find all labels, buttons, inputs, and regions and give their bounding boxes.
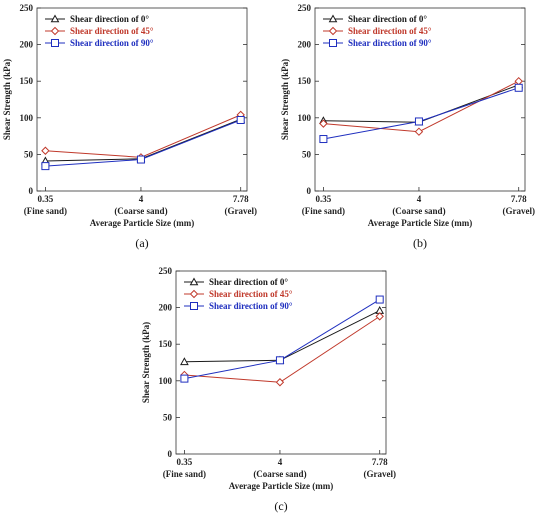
data-point-square: [275, 356, 284, 365]
y-tick-label: 200: [298, 40, 312, 50]
legend-marker-square: [51, 39, 59, 47]
x-tick-sublabel: (Coarse sand): [114, 206, 167, 216]
y-tick-label: 100: [159, 376, 173, 386]
data-point-square: [180, 374, 189, 383]
series-line-triangle: [45, 118, 241, 162]
x-axis-label: Average Particle Size (mm): [229, 481, 334, 491]
legend-marker-triangle: [328, 14, 338, 23]
x-tick-label: 0.35: [177, 457, 193, 467]
legend-label: Shear direction of 90°: [70, 38, 154, 48]
series-line-diamond: [184, 315, 380, 383]
legend-label: Shear direction of 90°: [348, 38, 432, 48]
legend-label: Shear direction of 45°: [70, 26, 154, 36]
x-tick-sublabel: (Gravel): [502, 206, 534, 216]
y-tick-label: 150: [159, 339, 173, 349]
data-point-diamond: [275, 378, 285, 387]
legend-marker-diamond: [328, 26, 338, 36]
plot-frame: [314, 7, 526, 192]
legend-marker-triangle: [50, 14, 60, 23]
legend-label: Shear direction of 0°: [70, 14, 149, 24]
data-point-square: [236, 115, 245, 124]
y-tick-label: 0: [307, 186, 312, 196]
x-tick-sublabel: (Gravel): [363, 469, 395, 479]
y-tick-label: 250: [20, 3, 34, 13]
data-point-square: [414, 117, 423, 126]
legend-label: Shear direction of 90°: [209, 301, 293, 311]
x-tick-sublabel: (Gravel): [224, 206, 256, 216]
y-tick-label: 250: [159, 266, 173, 276]
y-tick-label: 50: [24, 149, 34, 159]
panel-label: (a): [135, 236, 148, 250]
y-tick-label: 150: [298, 76, 312, 86]
chart-panel-1: 0 50 100 150 200 250 0.35 (Fine sand) 4 (Coarse s…: [2, 3, 257, 250]
plot-frame: [36, 7, 248, 192]
x-tick-sublabel: (Fine sand): [24, 206, 67, 216]
y-tick-label: 100: [20, 113, 34, 123]
y-tick-label: 150: [20, 76, 34, 86]
y-axis-label: Shear Strength (kPa): [280, 59, 290, 140]
data-point-triangle: [180, 357, 189, 366]
panel-label: (b): [413, 236, 427, 250]
y-tick-label: 250: [298, 3, 312, 13]
series-line-triangle: [323, 84, 519, 123]
y-tick-label: 200: [20, 40, 34, 50]
panel-label: (c): [274, 499, 287, 513]
y-tick-label: 0: [168, 449, 173, 459]
data-point-square: [514, 83, 523, 92]
series-line-square: [184, 299, 380, 380]
x-tick-label: 7.78: [233, 194, 249, 204]
x-tick-sublabel: (Coarse sand): [392, 206, 445, 216]
legend-marker-square: [190, 302, 198, 310]
x-tick-label: 7.78: [511, 194, 527, 204]
data-point-square: [375, 295, 384, 304]
data-point-diamond: [319, 119, 328, 128]
plot-frame: [175, 270, 387, 455]
x-tick-sublabel: (Fine sand): [302, 206, 345, 216]
data-point-square: [319, 135, 328, 144]
x-tick-label: 7.78: [372, 457, 388, 467]
legend-marker-diamond: [189, 289, 199, 299]
y-tick-label: 0: [29, 186, 34, 196]
x-tick-label: 4: [417, 194, 422, 204]
data-point-diamond: [414, 127, 424, 136]
x-tick-label: 0.35: [316, 194, 332, 204]
data-point-square: [136, 155, 145, 164]
x-tick-sublabel: (Fine sand): [163, 469, 206, 479]
legend-label: Shear direction of 45°: [209, 289, 293, 299]
x-axis-label: Average Particle Size (mm): [368, 218, 473, 228]
legend-marker-square: [329, 39, 337, 47]
legend-label: Shear direction of 0°: [209, 277, 288, 287]
y-axis-label: Shear Strength (kPa): [141, 322, 151, 403]
y-tick-label: 200: [159, 303, 173, 313]
legend-label: Shear direction of 0°: [348, 14, 427, 24]
x-tick-label: 4: [278, 457, 283, 467]
x-tick-label: 0.35: [38, 194, 54, 204]
data-point-diamond: [514, 76, 523, 86]
series-line-diamond: [45, 114, 241, 158]
data-point-diamond: [41, 146, 50, 155]
x-tick-sublabel: (Coarse sand): [253, 469, 306, 479]
y-tick-label: 100: [298, 113, 312, 123]
chart-panel-3: 0 50 100 150 200 250 0.35 (Fine sand) 4 (Coarse s…: [141, 266, 396, 513]
legend-marker-triangle: [189, 277, 199, 286]
legend-label: Shear direction of 45°: [348, 26, 432, 36]
y-tick-label: 50: [302, 149, 312, 159]
x-axis-label: Average Particle Size (mm): [90, 218, 195, 228]
y-tick-label: 50: [163, 412, 173, 422]
data-point-diamond: [375, 312, 384, 321]
x-tick-label: 4: [139, 194, 144, 204]
chart-panel-2: 0 50 100 150 200 250 0.35 (Fine sand) 4 (Coarse s…: [280, 3, 535, 250]
y-axis-label: Shear Strength (kPa): [2, 59, 12, 140]
legend-marker-diamond: [50, 26, 60, 36]
data-point-square: [41, 162, 50, 171]
